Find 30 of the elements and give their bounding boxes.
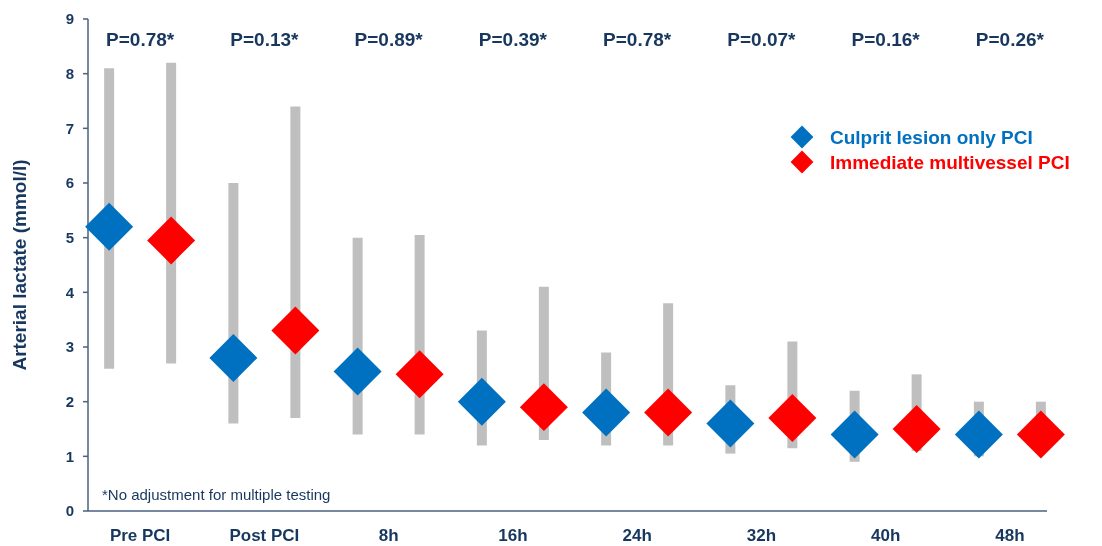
annotation: P=0.39* bbox=[478, 29, 548, 50]
annotation: P=0.07* bbox=[727, 29, 797, 50]
y-tick-label: 3 bbox=[65, 338, 74, 356]
y-tick-label: 1 bbox=[65, 447, 74, 465]
y-tick-label: 9 bbox=[65, 10, 74, 28]
legend-label: Culprit lesion only PCI bbox=[830, 126, 1033, 148]
annotation: P=0.89* bbox=[354, 29, 424, 50]
annotation: P=0.13* bbox=[230, 29, 300, 50]
x-tick-label: Post PCI bbox=[229, 526, 300, 545]
y-tick-label: 5 bbox=[65, 228, 74, 246]
y-axis-title: Arterial lactate (mmol/l) bbox=[9, 159, 30, 371]
y-tick-label: 4 bbox=[65, 283, 75, 301]
annotation: P=0.26* bbox=[975, 29, 1045, 50]
y-tick-label: 2 bbox=[65, 392, 74, 410]
x-tick-label: 8h bbox=[378, 526, 399, 545]
annotation: P=0.16* bbox=[851, 29, 921, 50]
y-tick-label: 7 bbox=[65, 119, 74, 137]
x-tick-label: 24h bbox=[622, 526, 652, 545]
x-tick-label: Pre PCI bbox=[109, 526, 171, 545]
annotation: P=0.78* bbox=[603, 29, 672, 50]
annotation: *No adjustment for multiple testing bbox=[102, 486, 331, 503]
x-tick-label: 40h bbox=[870, 526, 901, 545]
y-tick-label: 0 bbox=[65, 502, 74, 520]
x-tick-label: 32h bbox=[746, 526, 777, 545]
y-tick-label: 8 bbox=[65, 64, 74, 82]
annotation: P=0.78* bbox=[106, 29, 175, 50]
legend-label: Immediate multivessel PCI bbox=[830, 151, 1070, 173]
x-tick-label: 48h bbox=[995, 526, 1025, 545]
x-tick-label: 16h bbox=[498, 526, 528, 545]
y-tick-label: 6 bbox=[65, 174, 74, 192]
